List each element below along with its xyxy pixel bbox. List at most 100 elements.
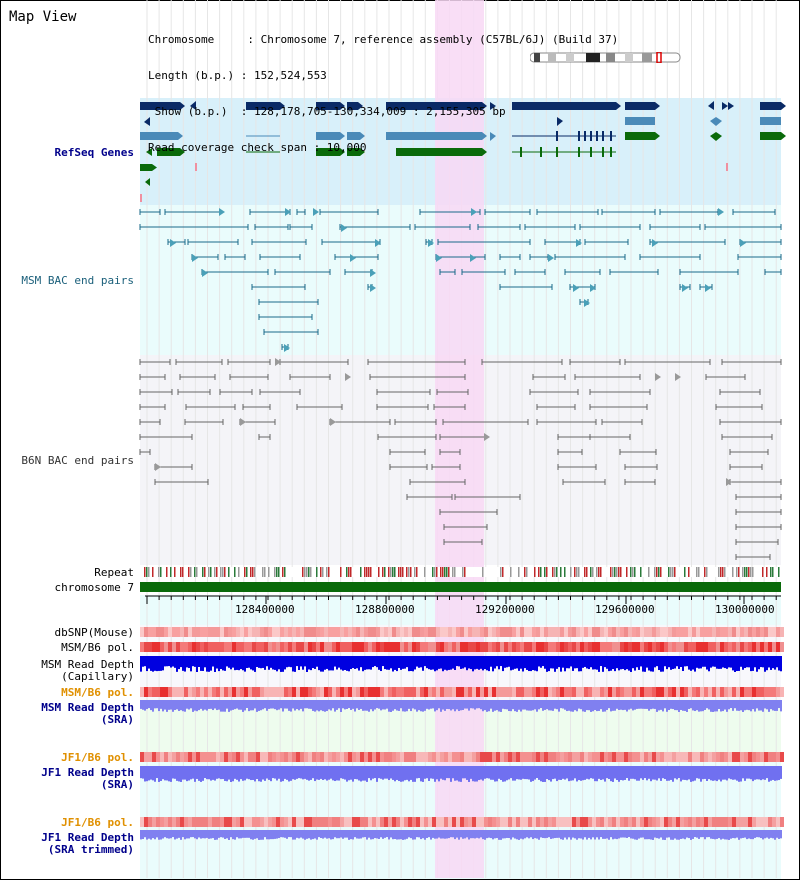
msm-capillary-depth (242, 656, 244, 671)
label-jf1-depth-sra-sub[interactable]: (SRA) (100, 778, 134, 791)
msm-pol-sra-cell (652, 687, 656, 697)
dbsnp-cell (700, 627, 704, 637)
msm-pol-cell (472, 642, 476, 652)
label-jf1-depth-trimmed[interactable]: JF1 Read Depth (41, 831, 134, 844)
msm-pol-cell (500, 642, 504, 652)
jf1-pol-cell (508, 752, 512, 762)
msm-pol-cell (640, 642, 644, 652)
msm-sra-depth (722, 700, 724, 712)
jf1-trim-depth (222, 830, 224, 838)
msm-capillary-depth (678, 656, 680, 669)
label-msm-depth-sra[interactable]: MSM Read Depth (41, 701, 134, 714)
jf1-pol-trim-cell (412, 817, 416, 827)
dbsnp-cell (412, 627, 416, 637)
jf1-pol-trim-cell (632, 817, 636, 827)
msm-pol-cell (360, 642, 364, 652)
jf1-sra-depth (156, 766, 158, 779)
jf1-trim-depth (286, 830, 288, 839)
repeat-mark (778, 567, 780, 577)
msm-pol-sra-cell (408, 687, 412, 697)
jf1-sra-depth (376, 766, 378, 782)
label-chromosome[interactable]: chromosome 7 (54, 581, 134, 594)
msm-capillary-depth (516, 656, 518, 669)
jf1-sra-depth (280, 766, 282, 782)
jf1-sra-depth (220, 766, 222, 780)
jf1-pol-trim-cell (756, 817, 760, 827)
label-b6n-bac[interactable]: B6N BAC end pairs (21, 454, 134, 467)
msm-capillary-depth (562, 656, 564, 668)
jf1-pol-cell (324, 752, 328, 762)
msm-capillary-depth (682, 656, 684, 672)
msm-capillary-depth (582, 656, 584, 668)
repeat-mark (706, 567, 708, 577)
msm-sra-depth (682, 700, 684, 711)
label-jf1-pol-1[interactable]: JF1/B6 pol. (61, 751, 134, 764)
msm-capillary-depth (716, 656, 718, 669)
jf1-sra-depth (644, 766, 646, 779)
jf1-sra-depth (160, 766, 162, 781)
jf1-pol-cell (436, 752, 440, 762)
msm-capillary-depth (268, 656, 270, 670)
label-refseq-genes[interactable]: RefSeq Genes (54, 146, 134, 159)
msm-pol-sra-cell (280, 687, 284, 697)
jf1-pol-cell (580, 752, 584, 762)
msm-sra-depth (468, 700, 470, 711)
repeat-mark (190, 567, 192, 577)
label-jf1-depth-sra[interactable]: JF1 Read Depth (41, 766, 134, 779)
msm-pol-cell (536, 642, 540, 652)
msm-capillary-depth (192, 656, 194, 667)
msm-sra-depth (364, 700, 366, 711)
label-msm-depth-capillary-sub[interactable]: (Capillary) (61, 670, 134, 683)
dbsnp-cell (756, 627, 760, 637)
jf1-pol-trim-cell (664, 817, 668, 827)
jf1-sra-depth (724, 766, 726, 780)
jf1-pol-trim-cell (200, 817, 204, 827)
jf1-trim-depth (546, 830, 548, 838)
label-repeat[interactable]: Repeat (94, 566, 134, 579)
msm-pol-sra-cell (312, 687, 316, 697)
jf1-sra-depth (456, 766, 458, 781)
label-dbsnp[interactable]: dbSNP(Mouse) (54, 626, 134, 639)
jf1-trim-depth (284, 830, 286, 838)
gene-arrow (655, 102, 660, 110)
gene-arrow (180, 148, 185, 156)
label-jf1-pol-2[interactable]: JF1/B6 pol. (61, 816, 134, 829)
chromosome-ideogram[interactable] (530, 52, 682, 63)
msm-pol-cell (296, 642, 300, 652)
label-msm-depth-sra-sub[interactable]: (SRA) (100, 713, 134, 726)
jf1-trim-depth (158, 830, 160, 840)
jf1-trim-depth (644, 830, 646, 840)
msm-sra-depth (766, 700, 768, 710)
jf1-trim-depth (208, 830, 210, 839)
jf1-trim-depth (280, 830, 282, 838)
jf1-pol-trim-cell (256, 817, 260, 827)
jf1-trim-depth (430, 830, 432, 840)
msm-sra-depth (380, 700, 382, 711)
msm-capillary-depth (640, 656, 642, 667)
msm-capillary-depth (340, 656, 342, 670)
msm-sra-depth (634, 700, 636, 710)
jf1-pol-trim-cell (672, 817, 676, 827)
jf1-pol-trim-cell (420, 817, 424, 827)
label-msm-pol-1[interactable]: MSM/B6 pol. (61, 641, 134, 654)
jf1-sra-depth (366, 766, 368, 782)
jf1-sra-depth (700, 766, 702, 782)
jf1-pol-trim-cell (704, 817, 708, 827)
msm-pol-sra-cell (600, 687, 604, 697)
msm-pol-sra-cell (648, 687, 652, 697)
msm-pol-sra-cell (568, 687, 572, 697)
repeat-mark (278, 567, 280, 577)
label-msm-pol-2[interactable]: MSM/B6 pol. (61, 686, 134, 699)
dbsnp-cell (264, 627, 268, 637)
msm-pol-cell (520, 642, 524, 652)
label-msm-bac[interactable]: MSM BAC end pairs (21, 274, 134, 287)
jf1-pol-trim-cell (492, 817, 496, 827)
jf1-trim-depth (266, 830, 268, 840)
label-jf1-depth-trimmed-sub[interactable]: (SRA trimmed) (47, 843, 134, 856)
jf1-sra-depth (526, 766, 528, 780)
jf1-pol-trim-cell (568, 817, 572, 827)
jf1-pol-trim-cell (460, 817, 464, 827)
msm-pol-sra-cell (768, 687, 772, 697)
label-msm-depth-capillary[interactable]: MSM Read Depth (41, 658, 134, 671)
